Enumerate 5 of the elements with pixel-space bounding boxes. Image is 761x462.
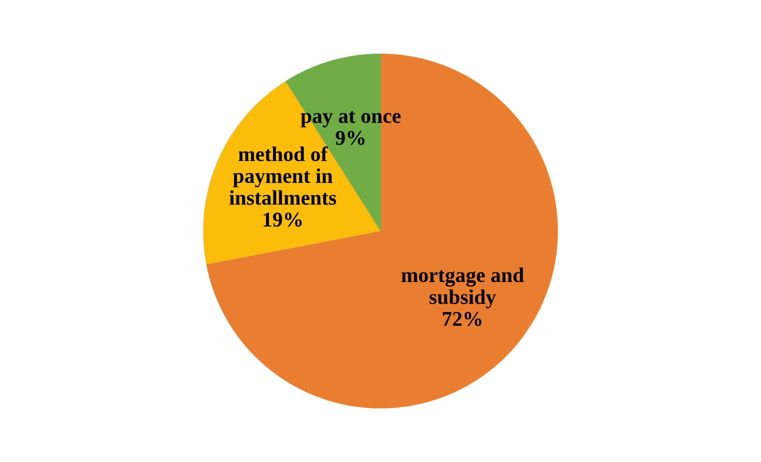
data-label: 19% xyxy=(264,212,302,227)
data-label: 9% xyxy=(336,130,364,145)
slice-label: mortgage and subsidy xyxy=(401,268,524,308)
slice-label: method of payment in installments xyxy=(229,146,336,205)
data-label: 72% xyxy=(442,312,482,326)
